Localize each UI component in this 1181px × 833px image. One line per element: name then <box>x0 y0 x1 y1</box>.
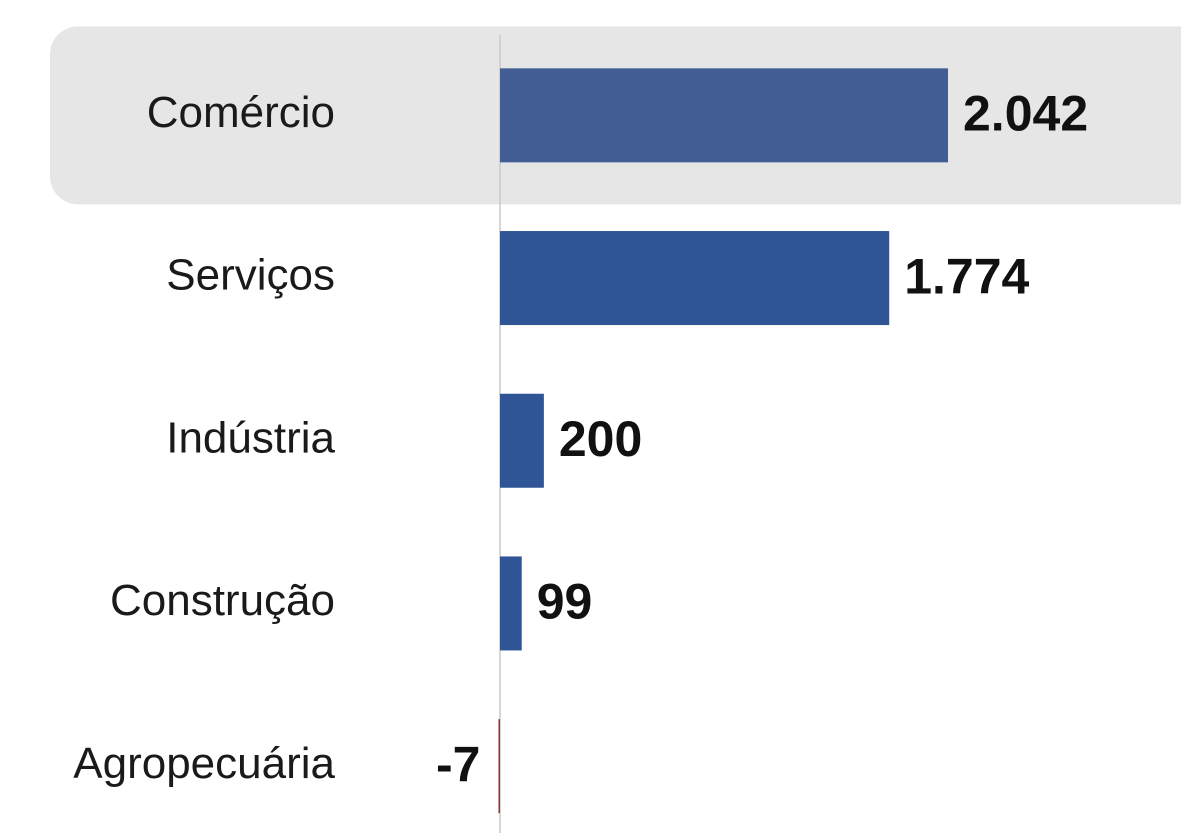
category-label: Serviços <box>166 251 335 300</box>
category-label: Agropecuária <box>73 739 335 788</box>
bar <box>500 231 890 326</box>
category-label: Indústria <box>166 413 335 462</box>
bar <box>498 719 500 814</box>
bar <box>500 556 522 651</box>
value-label: 200 <box>559 411 642 467</box>
value-label: 1.774 <box>904 248 1029 304</box>
value-label: 2.042 <box>963 86 1088 142</box>
bar <box>500 68 948 163</box>
category-label: Comércio <box>147 88 335 137</box>
value-label: -7 <box>436 736 480 792</box>
category-label: Construção <box>110 576 335 625</box>
value-label: 99 <box>537 574 593 630</box>
bar <box>500 393 544 488</box>
